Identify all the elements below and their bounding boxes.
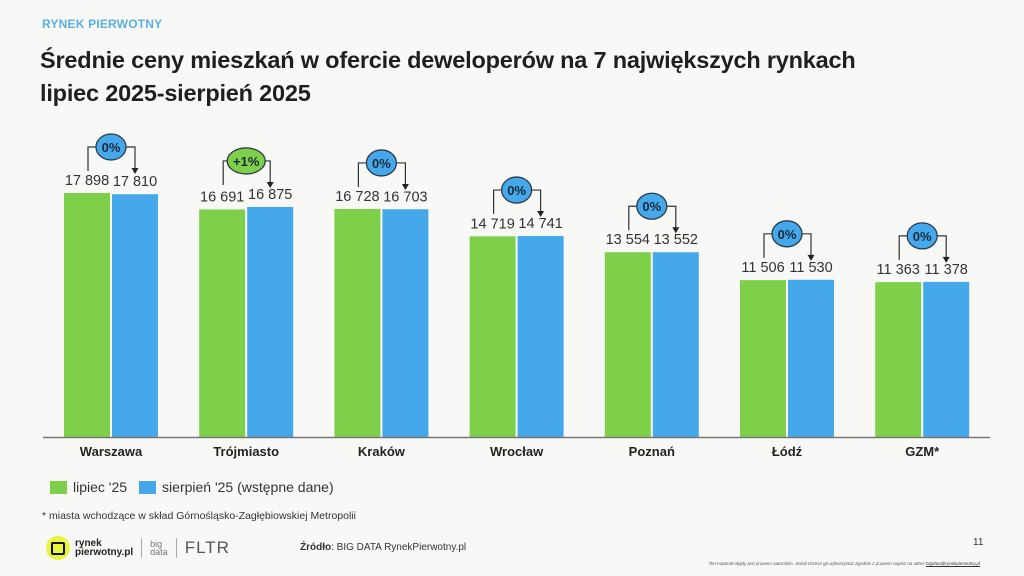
- data-label-wroclaw-july: 14 719: [470, 216, 514, 232]
- title-line-2: lipiec 2025-sierpień 2025: [40, 80, 311, 106]
- category-label-krakow: Kraków: [358, 444, 406, 459]
- data-label-lodz-july: 11 506: [741, 260, 784, 276]
- bar-trojmiasto-july: [199, 209, 246, 437]
- copyright-disclaimer: Ten materiał objęty jest prawem autorski…: [709, 561, 980, 566]
- bigdata-logo: big data: [150, 539, 168, 557]
- source-value: : BIG DATA RynekPierwotny.pl: [331, 542, 467, 553]
- arrow-down-icon: [401, 183, 409, 190]
- bar-lodz-august: [788, 279, 834, 437]
- footnote: * miasta wchodzące w skład Górnośląsko-Z…: [42, 510, 356, 522]
- bracket-right-krakow: [395, 162, 406, 185]
- legend-item-july: lipiec '25: [50, 479, 127, 495]
- change-label-trojmiasto: +1%: [233, 154, 260, 169]
- change-label-gzm: 0%: [913, 229, 932, 244]
- rynekpierwotny-logo-icon: [46, 536, 70, 560]
- change-label-poznan: 0%: [642, 199, 661, 214]
- bracket-left-krakow: [357, 162, 368, 187]
- data-label-trojmiasto-july: 16 691: [200, 189, 244, 205]
- data-label-wroclaw-august: 14 741: [518, 216, 562, 232]
- change-label-lodz: 0%: [778, 227, 797, 242]
- bar-chart: 17 898 17 810 0% Warszawa 16 691 16 875 +1% Tró…: [43, 133, 990, 459]
- bracket-right-wroclaw: [530, 189, 542, 213]
- bracket-left-gzm: [898, 235, 909, 260]
- category-label-wroclaw: Wrocław: [490, 444, 544, 459]
- bar-poznan-august: [652, 252, 699, 437]
- bracket-right-lodz: [801, 233, 812, 256]
- change-badge-lodz: [771, 220, 803, 248]
- data-label-gzm-july: 11 363: [877, 262, 920, 278]
- change-label-wroclaw: 0%: [507, 183, 526, 198]
- bar-gzm-august: [923, 281, 970, 437]
- bar-poznan-july: [604, 252, 651, 437]
- legend-swatch-july: [50, 480, 67, 494]
- legend-swatch-august: [139, 480, 157, 494]
- bracket-left-warszawa: [87, 146, 97, 171]
- disclaimer-email-link[interactable]: bigdata@rynekpierwotny.pl: [925, 561, 980, 566]
- title-line-1: Średnie ceny mieszkań w ofercie dewelope…: [40, 47, 856, 73]
- logo-divider: [175, 538, 177, 558]
- arrow-down-icon: [131, 168, 139, 174]
- data-label-poznan-august: 13 552: [654, 232, 698, 248]
- category-label-trojmiasto: Trójmiasto: [213, 444, 279, 459]
- chart-legend: lipiec '25 sierpień '25 (wstępne dane): [50, 479, 346, 495]
- disclaimer-text: Ten materiał objęty jest prawem autorski…: [708, 561, 926, 566]
- bigdata-line-1: big: [150, 539, 163, 549]
- data-label-gzm-august: 11 378: [925, 262, 968, 278]
- source-note: Źródło: BIG DATA RynekPierwotny.pl: [300, 542, 466, 553]
- bar-trojmiasto-august: [247, 206, 294, 437]
- legend-item-august: sierpień '25 (wstępne dane): [139, 479, 334, 495]
- logo-line-2: pierwotny.pl: [75, 547, 134, 558]
- arrow-down-icon: [807, 254, 815, 261]
- change-badge-poznan: [636, 192, 668, 220]
- bar-warszawa-july: [64, 193, 110, 437]
- arrow-down-icon: [537, 211, 545, 218]
- section-kicker: RYNEK PIERWOTNY: [42, 17, 163, 31]
- change-label-krakow: 0%: [372, 156, 391, 171]
- data-label-krakow-august: 16 703: [383, 189, 427, 205]
- change-badge-gzm: [906, 222, 938, 250]
- footer-logos: rynek pierwotny.pl big data FLTR: [46, 536, 230, 560]
- change-badge-warszawa: [95, 133, 127, 161]
- fltr-logo: FLTR: [184, 538, 230, 557]
- change-badge-trojmiasto: [226, 147, 266, 175]
- arrow-down-icon: [942, 256, 950, 263]
- page-number: 11: [973, 537, 984, 548]
- bar-krakow-august: [382, 209, 429, 437]
- bracket-right-warszawa: [125, 146, 136, 169]
- page-title: Średnie ceny mieszkań w ofercie dewelope…: [40, 44, 856, 110]
- bracket-left-wroclaw: [493, 189, 503, 215]
- logo-divider: [141, 538, 143, 558]
- data-label-warszawa-august: 17 810: [113, 174, 157, 190]
- change-badge-krakow: [365, 149, 398, 177]
- bar-gzm-july: [875, 282, 922, 437]
- bracket-left-lodz: [763, 233, 773, 258]
- rynekpierwotny-logo-text: rynek pierwotny.pl: [75, 538, 134, 558]
- data-label-warszawa-july: 17 898: [65, 173, 109, 189]
- change-label-warszawa: 0%: [102, 140, 121, 155]
- legend-label-july: lipiec '25: [73, 479, 128, 495]
- bar-warszawa-august: [112, 194, 158, 437]
- bar-lodz-july: [740, 280, 786, 437]
- bar-krakow-july: [334, 208, 381, 437]
- bracket-right-gzm: [936, 235, 947, 258]
- bar-wroclaw-july: [469, 236, 516, 437]
- data-label-trojmiasto-august: 16 875: [248, 187, 292, 203]
- change-badge-wroclaw: [500, 176, 533, 204]
- data-label-krakow-july: 16 728: [335, 189, 379, 205]
- arrow-down-icon: [266, 181, 274, 188]
- bracket-right-poznan: [665, 205, 677, 229]
- category-label-gzm: GZM*: [905, 444, 940, 459]
- logo-line-1: rynek: [75, 538, 102, 549]
- data-label-poznan-july: 13 554: [606, 232, 650, 248]
- bigdata-line-2: data: [150, 547, 168, 557]
- bar-wroclaw-august: [517, 236, 564, 437]
- category-label-warszawa: Warszawa: [80, 444, 143, 459]
- data-label-lodz-august: 11 530: [789, 260, 832, 276]
- category-label-lodz: Łódź: [772, 444, 803, 459]
- arrow-down-icon: [672, 227, 680, 234]
- bracket-left-poznan: [628, 205, 638, 231]
- category-label-poznan: Poznań: [629, 444, 675, 459]
- legend-label-august: sierpień '25 (wstępne dane): [162, 479, 334, 495]
- source-label: Źródło: [300, 542, 332, 553]
